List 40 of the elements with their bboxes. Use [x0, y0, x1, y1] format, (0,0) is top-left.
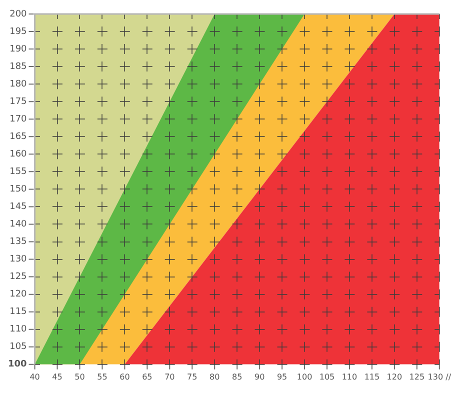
y-tick-label: 120 — [10, 290, 28, 300]
x-tick-label: 105 — [319, 372, 335, 382]
y-tick-label: 195 — [10, 26, 27, 37]
y-tick-label: 175 — [10, 96, 27, 107]
y-tick-label: 190 — [10, 44, 28, 54]
y-tick-label: 115 — [10, 307, 27, 318]
x-tick-label: 95 — [276, 372, 288, 382]
x-tick-label: 40 — [30, 372, 40, 382]
y-tick-label: 125 — [10, 272, 27, 282]
y-tick-label: 180 — [10, 79, 28, 90]
y-tick-label: 135 — [10, 237, 27, 248]
x-tick-label: 130 // — [428, 372, 452, 382]
y-tick-label: 165 — [10, 132, 27, 142]
x-tick-label: 100 — [296, 372, 312, 382]
x-tick-label: 85 — [232, 372, 242, 382]
y-tick-label: 150 — [10, 184, 28, 195]
x-tick-label: 45 — [52, 372, 62, 382]
x-tick-label: 110 — [342, 372, 358, 382]
y-tick-label: 130 — [10, 254, 28, 265]
x-tick-label: 55 — [97, 372, 108, 382]
y-tick-label: 145 — [10, 202, 27, 212]
x-tick-label: 70 — [164, 372, 175, 382]
y-tick-label: 110 — [10, 324, 28, 335]
y-tick-label: 185 — [10, 62, 27, 72]
x-tick-label: 125 — [409, 372, 425, 382]
x-tick-label: 65 — [142, 372, 152, 382]
x-tick-label: 115 — [364, 372, 380, 382]
x-tick-label: 120 — [386, 372, 402, 382]
x-tick-label: 90 — [254, 372, 265, 382]
y-tick-label: 100 — [8, 360, 27, 370]
y-tick-label: 160 — [10, 150, 28, 160]
x-tick-label: 60 — [120, 372, 130, 382]
y-tick-label: 105 — [10, 342, 27, 352]
y-tick-label: 155 — [10, 167, 27, 178]
y-tick-label: 200 — [10, 9, 28, 20]
x-tick-label: 50 — [74, 372, 85, 382]
y-tick-label: 170 — [10, 114, 28, 124]
x-tick-label: 80 — [210, 372, 220, 382]
y-tick-label: 140 — [10, 220, 28, 230]
x-tick-label: 75 — [187, 372, 198, 382]
